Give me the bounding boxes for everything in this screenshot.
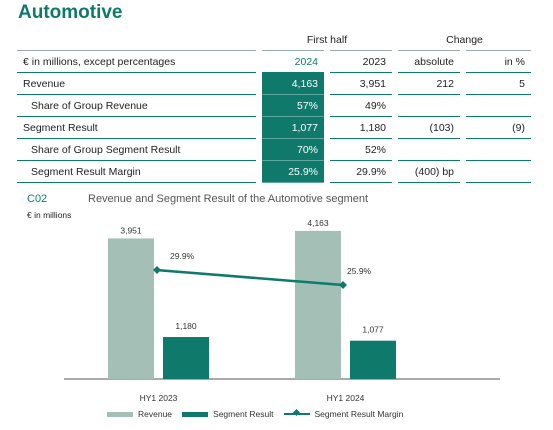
cell-2023: 29.9% [324, 160, 395, 183]
legend-item-revenue: Revenue [107, 409, 172, 419]
row-label: Share of Group Revenue [17, 94, 259, 117]
cell-2023: 49% [324, 94, 395, 117]
legend-item-margin: Segment Result Margin [283, 409, 404, 419]
data-label-margin: 29.9% [170, 251, 195, 261]
header-pct: in % [460, 50, 531, 73]
header-first-half: First half [256, 29, 395, 51]
legend-item-segment-result: Segment Result [182, 409, 274, 419]
page-title: Automotive [18, 2, 123, 23]
margin-line [155, 268, 344, 287]
data-label-margin: 25.9% [347, 266, 372, 276]
row-label: Share of Group Segment Result [17, 138, 259, 161]
data-label-segment-result: 1,180 [175, 321, 197, 331]
row-label: Revenue [17, 72, 259, 95]
header-2024: 2024 [256, 50, 327, 73]
cell-absolute [392, 94, 463, 117]
x-tick-label: HY1 2024 [327, 393, 365, 403]
cell-pct: (9) [460, 116, 531, 139]
data-label-revenue: 4,163 [307, 218, 329, 228]
table-row: Segment Result 1,077 1,180 (103) (9) [17, 116, 531, 139]
chart-legend: Revenue Segment Result Segment Result Ma… [107, 409, 413, 419]
header-change: Change [392, 29, 531, 51]
cell-2024: 70% [256, 138, 327, 161]
cell-pct [460, 94, 531, 117]
row-label: Segment Result [17, 116, 259, 139]
cell-2024: 1,077 [256, 116, 327, 139]
cell-absolute: (400) bp [392, 160, 463, 183]
cell-2023: 1,180 [324, 116, 395, 139]
bar-segment-result [350, 340, 396, 379]
cell-2023: 52% [324, 138, 395, 161]
table-row: Segment Result Margin 25.9% 29.9% (400) … [17, 160, 531, 183]
header-2023: 2023 [324, 50, 395, 73]
cell-pct [460, 138, 531, 161]
data-label-revenue: 3,951 [120, 225, 142, 235]
legend-label: Segment Result [213, 409, 274, 419]
kpi-table: First half Change € in millions, except … [17, 29, 531, 183]
table-row: Share of Group Revenue 57% 49% [17, 94, 531, 117]
cell-2023: 3,951 [324, 72, 395, 95]
legend-label: Revenue [138, 409, 173, 419]
table-row: Share of Group Segment Result 70% 52% [17, 138, 531, 161]
legend-swatch-segment-result [182, 411, 209, 417]
margin-point [153, 266, 161, 274]
chart-title: Revenue and Segment Result of the Automo… [88, 193, 369, 205]
x-tick-label: HY1 2023 [140, 393, 178, 403]
cell-absolute: (103) [392, 116, 463, 139]
header-absolute: absolute [392, 50, 463, 73]
bar-segment-result [163, 337, 209, 379]
chart-unit: € in millions [27, 210, 72, 220]
table-row: Revenue 4,163 3,951 212 5 [17, 72, 531, 95]
table-header-group: First half Change [17, 29, 531, 51]
row-label: Segment Result Margin [17, 160, 259, 183]
data-label-segment-result: 1,077 [362, 325, 384, 335]
bar-revenue [295, 230, 341, 379]
cell-absolute: 212 [392, 72, 463, 95]
cell-2024: 57% [256, 94, 327, 117]
margin-point [339, 281, 347, 289]
cell-2024: 4,163 [256, 72, 327, 95]
table-header: € in millions, except percentages 2024 2… [17, 50, 531, 73]
chart-id: C02 [27, 193, 48, 205]
cell-absolute [392, 138, 463, 161]
header-unit-label: € in millions, except percentages [17, 50, 259, 73]
cell-pct [460, 160, 531, 183]
legend-label: Segment Result Margin [314, 409, 404, 419]
legend-swatch-margin [283, 413, 310, 415]
bar-revenue [108, 238, 154, 379]
cell-pct: 5 [460, 72, 531, 95]
cell-2024: 25.9% [256, 160, 327, 183]
legend-swatch-revenue [107, 411, 133, 417]
